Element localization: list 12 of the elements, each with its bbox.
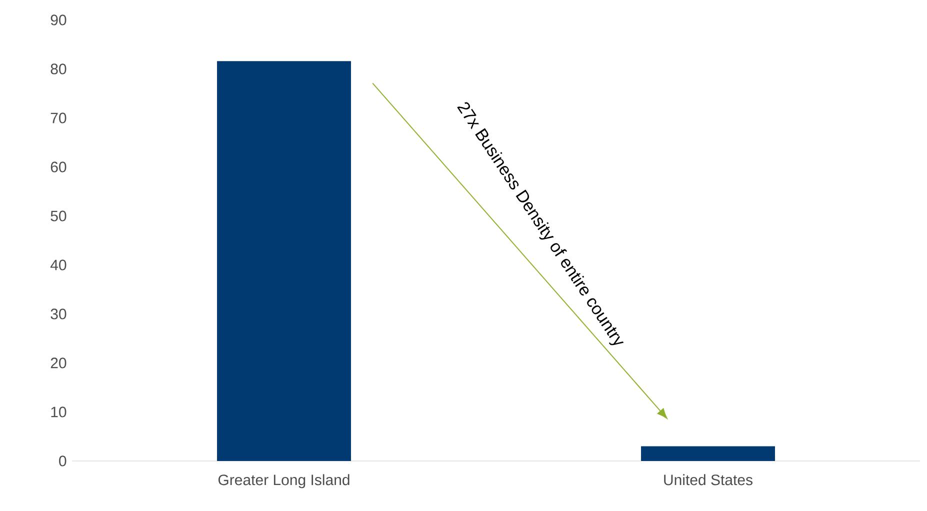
x-tick-label: United States [664,474,752,486]
y-tick-label: 90 [50,14,66,26]
y-tick-label: 30 [50,308,66,320]
y-tick-label: 70 [50,112,66,124]
y-tick-label: 50 [50,210,66,222]
y-tick-label: 10 [51,406,66,418]
y-tick-label: 40 [50,260,66,270]
y-tick-label: 80 [50,64,66,74]
y-tick-label: 20 [50,358,66,368]
y-tick-label: 60 [50,162,66,172]
x-tick-label: Greater Long Island [218,474,350,488]
y-tick-label: 0 [59,456,66,466]
